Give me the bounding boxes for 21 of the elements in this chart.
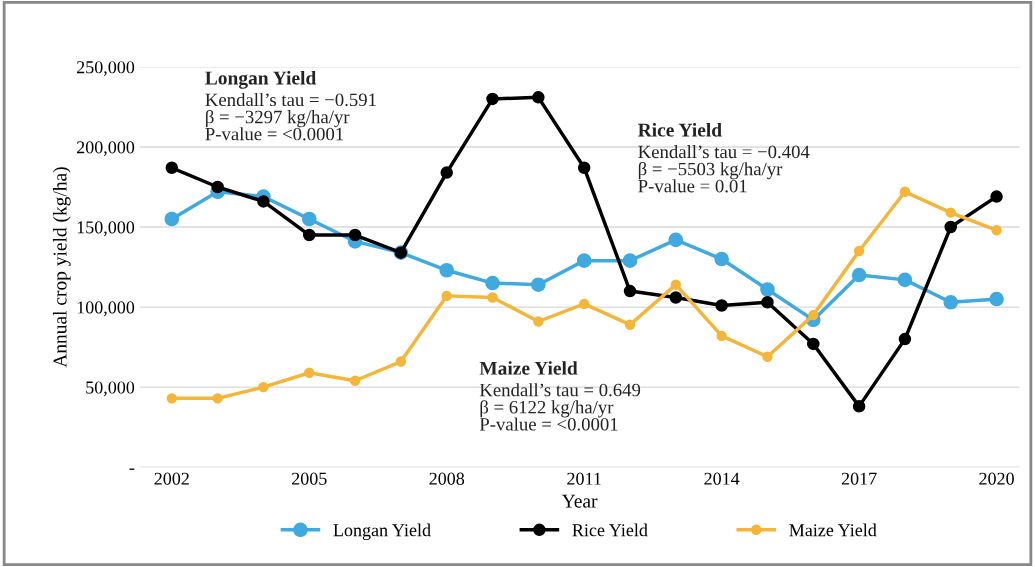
y-tick-label: - (129, 468, 135, 470)
x-tick-label: 2008 (429, 472, 465, 485)
x-tick-label: 2011 (567, 472, 601, 485)
annotation: Rice Yield Kendall’s tau = −0.404 β = −5503 kg/ha/yr P-value = 0.01 (637, 122, 810, 193)
x-tick-label: 2020 (979, 472, 1014, 485)
y-tick-label: 250,000 (76, 61, 135, 76)
y-tick-label: 100,000 (77, 301, 135, 317)
x-tick-label: 2005 (292, 472, 327, 485)
legend-label: Longan Yield (333, 523, 431, 541)
x-tick-label: 2014 (704, 472, 740, 485)
x-tick-label: 2002 (154, 472, 189, 485)
y-axis-title: Annual crop yield (kg/ha) (52, 167, 71, 368)
x-tick-label: 2017 (841, 472, 877, 485)
annotation: Maize Yield Kendall’s tau = 0.649 β = 6122 kg/ha/yr P-value = <0.0001 (479, 361, 641, 431)
y-tick-label: 200,000 (76, 141, 135, 157)
legend-label: Maize Yield (789, 523, 877, 537)
legend-label: Rice Yield (572, 523, 648, 537)
x-axis-title: Year (561, 494, 598, 508)
annotation: Longan Yield Kendall’s tau = −0.591 β = −3297 kg/ha/yr P-value = <0.0001 (205, 70, 376, 141)
y-tick-label: 150,000 (77, 221, 135, 237)
y-tick-label: 50,000 (86, 381, 135, 397)
